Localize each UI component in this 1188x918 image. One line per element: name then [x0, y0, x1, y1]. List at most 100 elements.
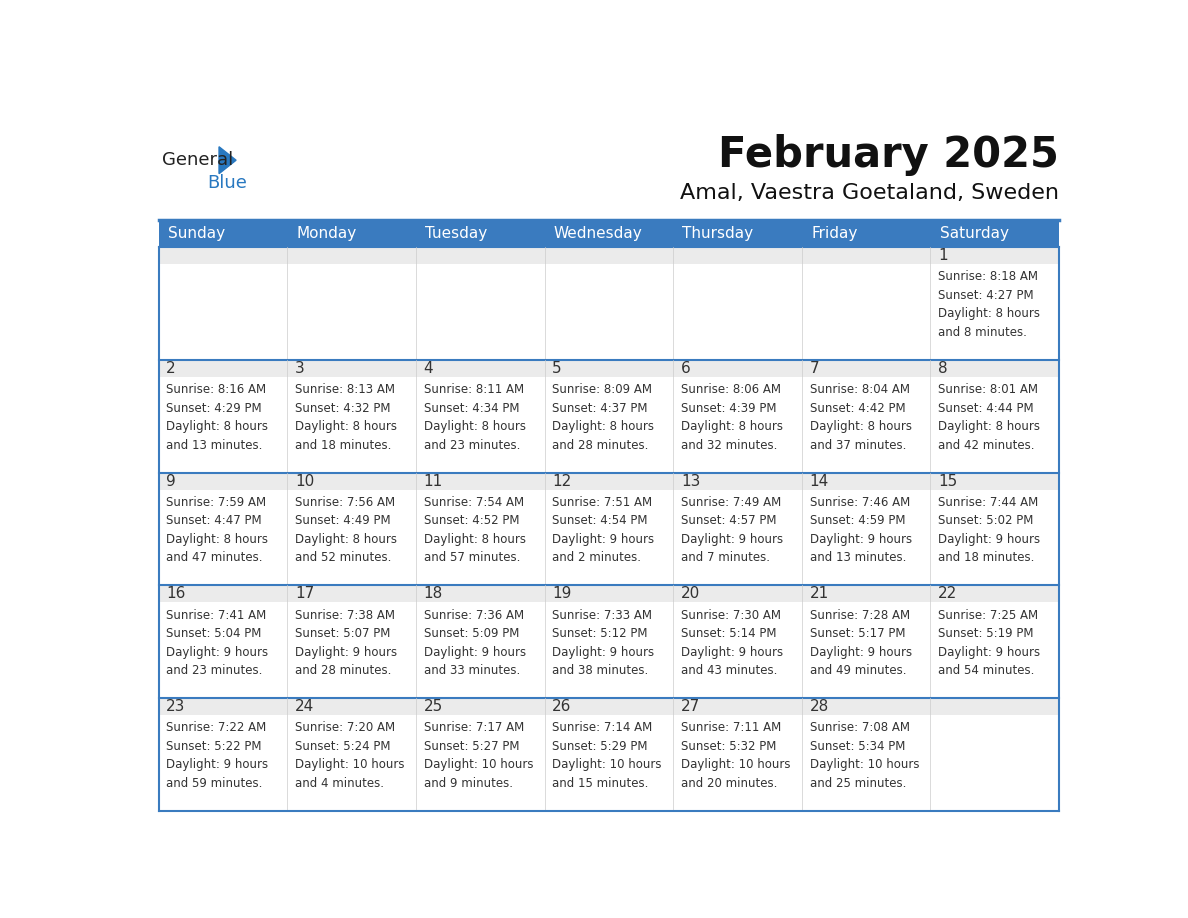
Bar: [544, 586, 674, 602]
Text: 13: 13: [681, 474, 700, 488]
Bar: [544, 247, 674, 360]
Bar: [158, 698, 287, 715]
Text: 15: 15: [939, 474, 958, 488]
Bar: [674, 586, 802, 602]
Text: Sunrise: 7:20 AM
Sunset: 5:24 PM
Daylight: 10 hours
and 4 minutes.: Sunrise: 7:20 AM Sunset: 5:24 PM Dayligh…: [295, 722, 404, 789]
Bar: [544, 698, 674, 811]
Bar: [930, 586, 1060, 698]
Text: Sunrise: 7:38 AM
Sunset: 5:07 PM
Daylight: 9 hours
and 28 minutes.: Sunrise: 7:38 AM Sunset: 5:07 PM Dayligh…: [295, 609, 397, 677]
Bar: [287, 698, 416, 811]
Text: Sunrise: 7:44 AM
Sunset: 5:02 PM
Daylight: 9 hours
and 18 minutes.: Sunrise: 7:44 AM Sunset: 5:02 PM Dayligh…: [939, 496, 1041, 565]
Text: 23: 23: [166, 700, 185, 714]
Bar: [416, 360, 544, 377]
Bar: [416, 698, 544, 715]
Bar: [287, 247, 416, 264]
Bar: [544, 360, 674, 377]
Text: Sunrise: 7:22 AM
Sunset: 5:22 PM
Daylight: 9 hours
and 59 minutes.: Sunrise: 7:22 AM Sunset: 5:22 PM Dayligh…: [166, 722, 268, 789]
Text: 9: 9: [166, 474, 176, 488]
Text: Amal, Vaestra Goetaland, Sweden: Amal, Vaestra Goetaland, Sweden: [680, 184, 1060, 203]
Bar: [158, 219, 1060, 247]
Text: Monday: Monday: [297, 226, 356, 241]
Text: Friday: Friday: [811, 226, 858, 241]
Bar: [930, 360, 1060, 377]
Bar: [674, 473, 802, 489]
Text: Tuesday: Tuesday: [425, 226, 487, 241]
Text: 8: 8: [939, 361, 948, 375]
Bar: [287, 586, 416, 602]
Bar: [802, 360, 930, 377]
Bar: [544, 473, 674, 489]
Bar: [287, 698, 416, 715]
Bar: [544, 473, 674, 586]
Bar: [802, 247, 930, 360]
Text: Sunrise: 8:04 AM
Sunset: 4:42 PM
Daylight: 8 hours
and 37 minutes.: Sunrise: 8:04 AM Sunset: 4:42 PM Dayligh…: [809, 383, 911, 452]
Bar: [158, 698, 287, 811]
Bar: [158, 473, 287, 489]
Text: Saturday: Saturday: [940, 226, 1009, 241]
Bar: [287, 247, 416, 360]
Bar: [802, 698, 930, 811]
Text: 5: 5: [552, 361, 562, 375]
Bar: [158, 360, 287, 473]
Text: Sunrise: 8:09 AM
Sunset: 4:37 PM
Daylight: 8 hours
and 28 minutes.: Sunrise: 8:09 AM Sunset: 4:37 PM Dayligh…: [552, 383, 655, 452]
Bar: [287, 473, 416, 586]
Bar: [930, 473, 1060, 586]
Text: 25: 25: [424, 700, 443, 714]
Bar: [802, 473, 930, 586]
Text: Sunrise: 7:14 AM
Sunset: 5:29 PM
Daylight: 10 hours
and 15 minutes.: Sunrise: 7:14 AM Sunset: 5:29 PM Dayligh…: [552, 722, 662, 789]
Bar: [802, 698, 930, 715]
Text: Sunday: Sunday: [168, 226, 225, 241]
Bar: [930, 473, 1060, 489]
Text: Sunrise: 7:11 AM
Sunset: 5:32 PM
Daylight: 10 hours
and 20 minutes.: Sunrise: 7:11 AM Sunset: 5:32 PM Dayligh…: [681, 722, 790, 789]
Bar: [416, 698, 544, 811]
Bar: [158, 247, 287, 360]
Text: Sunrise: 7:30 AM
Sunset: 5:14 PM
Daylight: 9 hours
and 43 minutes.: Sunrise: 7:30 AM Sunset: 5:14 PM Dayligh…: [681, 609, 783, 677]
Bar: [544, 360, 674, 473]
Bar: [802, 586, 930, 698]
Text: Sunrise: 7:46 AM
Sunset: 4:59 PM
Daylight: 9 hours
and 13 minutes.: Sunrise: 7:46 AM Sunset: 4:59 PM Dayligh…: [809, 496, 911, 565]
Text: Sunrise: 7:56 AM
Sunset: 4:49 PM
Daylight: 8 hours
and 52 minutes.: Sunrise: 7:56 AM Sunset: 4:49 PM Dayligh…: [295, 496, 397, 565]
Bar: [416, 586, 544, 698]
Text: Sunrise: 7:36 AM
Sunset: 5:09 PM
Daylight: 9 hours
and 33 minutes.: Sunrise: 7:36 AM Sunset: 5:09 PM Dayligh…: [424, 609, 526, 677]
Text: Sunrise: 7:33 AM
Sunset: 5:12 PM
Daylight: 9 hours
and 38 minutes.: Sunrise: 7:33 AM Sunset: 5:12 PM Dayligh…: [552, 609, 655, 677]
Bar: [287, 473, 416, 489]
Bar: [674, 586, 802, 698]
Bar: [416, 473, 544, 489]
Text: Sunrise: 8:18 AM
Sunset: 4:27 PM
Daylight: 8 hours
and 8 minutes.: Sunrise: 8:18 AM Sunset: 4:27 PM Dayligh…: [939, 270, 1041, 339]
Bar: [158, 473, 287, 586]
Text: 26: 26: [552, 700, 571, 714]
Bar: [674, 698, 802, 715]
Text: 1: 1: [939, 248, 948, 263]
Text: Sunrise: 7:49 AM
Sunset: 4:57 PM
Daylight: 9 hours
and 7 minutes.: Sunrise: 7:49 AM Sunset: 4:57 PM Dayligh…: [681, 496, 783, 565]
Bar: [930, 247, 1060, 360]
Bar: [158, 247, 287, 264]
Bar: [930, 360, 1060, 473]
Text: Sunrise: 8:06 AM
Sunset: 4:39 PM
Daylight: 8 hours
and 32 minutes.: Sunrise: 8:06 AM Sunset: 4:39 PM Dayligh…: [681, 383, 783, 452]
Text: Sunrise: 7:54 AM
Sunset: 4:52 PM
Daylight: 8 hours
and 57 minutes.: Sunrise: 7:54 AM Sunset: 4:52 PM Dayligh…: [424, 496, 525, 565]
Bar: [674, 360, 802, 377]
Bar: [287, 586, 416, 698]
Text: Sunrise: 8:01 AM
Sunset: 4:44 PM
Daylight: 8 hours
and 42 minutes.: Sunrise: 8:01 AM Sunset: 4:44 PM Dayligh…: [939, 383, 1041, 452]
Text: 10: 10: [295, 474, 314, 488]
Text: 19: 19: [552, 587, 571, 601]
Bar: [930, 586, 1060, 602]
Text: 16: 16: [166, 587, 185, 601]
Text: Sunrise: 8:13 AM
Sunset: 4:32 PM
Daylight: 8 hours
and 18 minutes.: Sunrise: 8:13 AM Sunset: 4:32 PM Dayligh…: [295, 383, 397, 452]
Bar: [544, 698, 674, 715]
Text: 14: 14: [809, 474, 829, 488]
Text: 2: 2: [166, 361, 176, 375]
Bar: [930, 698, 1060, 715]
Bar: [416, 247, 544, 264]
Bar: [544, 247, 674, 264]
Text: 6: 6: [681, 361, 690, 375]
Bar: [802, 586, 930, 602]
Text: Sunrise: 7:08 AM
Sunset: 5:34 PM
Daylight: 10 hours
and 25 minutes.: Sunrise: 7:08 AM Sunset: 5:34 PM Dayligh…: [809, 722, 920, 789]
Text: 17: 17: [295, 587, 314, 601]
Bar: [544, 586, 674, 698]
Bar: [674, 360, 802, 473]
Text: Thursday: Thursday: [682, 226, 753, 241]
Text: Sunrise: 8:11 AM
Sunset: 4:34 PM
Daylight: 8 hours
and 23 minutes.: Sunrise: 8:11 AM Sunset: 4:34 PM Dayligh…: [424, 383, 525, 452]
Text: General: General: [163, 151, 234, 169]
Bar: [416, 360, 544, 473]
Text: 21: 21: [809, 587, 829, 601]
